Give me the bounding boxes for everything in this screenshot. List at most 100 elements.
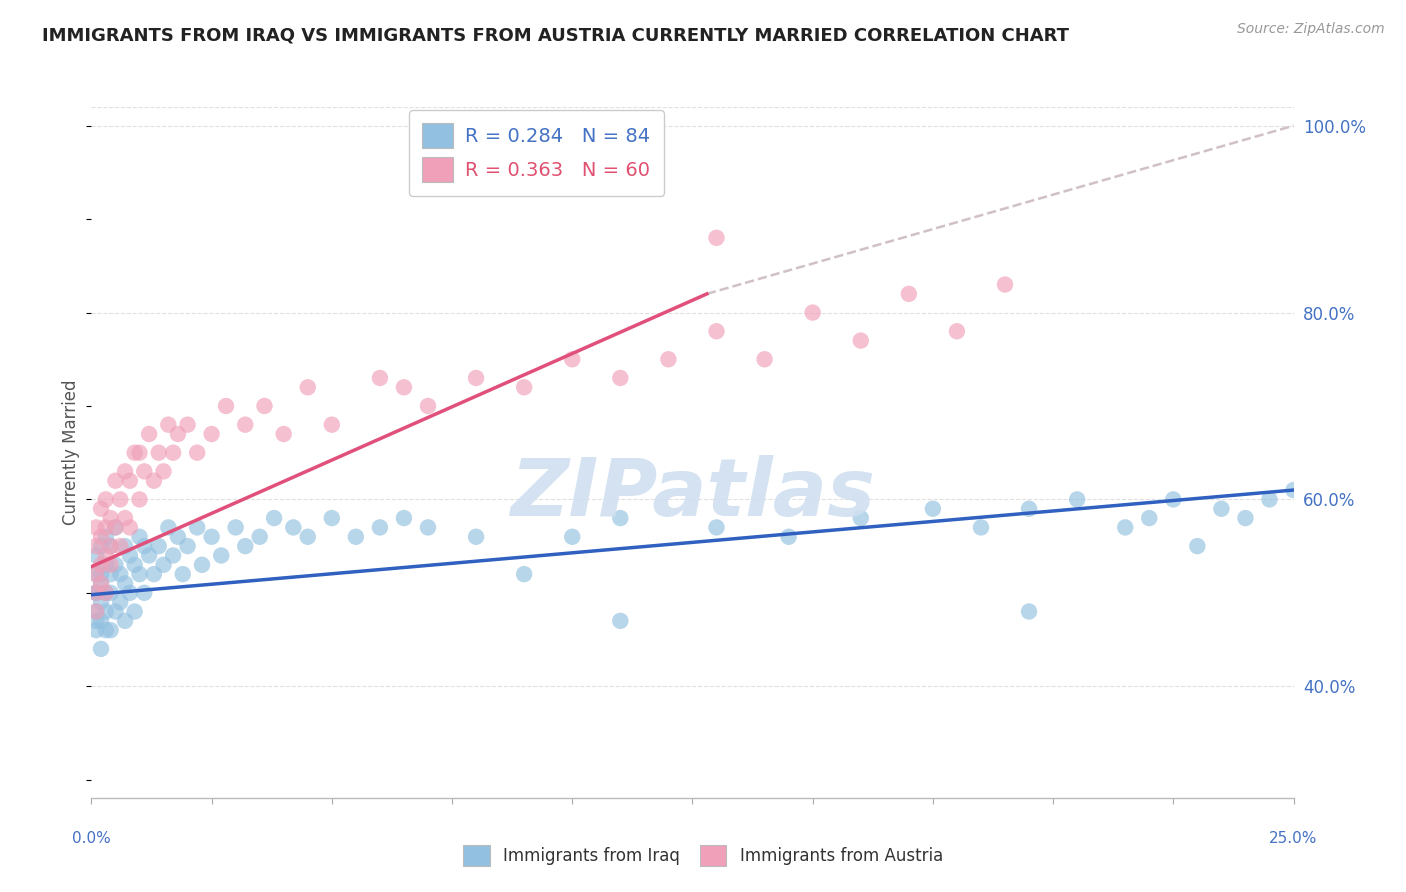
Point xyxy=(225,520,247,534)
Point xyxy=(142,567,165,582)
Point xyxy=(1161,492,1184,507)
Point xyxy=(392,511,415,525)
Point xyxy=(513,567,536,582)
Point xyxy=(297,380,319,394)
Point xyxy=(263,511,285,525)
Point xyxy=(118,520,141,534)
Point xyxy=(1258,492,1281,507)
Point xyxy=(344,530,367,544)
Point xyxy=(706,324,728,338)
Point xyxy=(1018,501,1040,516)
Point xyxy=(162,549,184,563)
Point xyxy=(172,567,194,582)
Point xyxy=(100,567,122,582)
Point xyxy=(186,445,208,460)
Point xyxy=(84,549,107,563)
Point xyxy=(94,605,117,619)
Point xyxy=(94,530,117,544)
Point xyxy=(609,511,631,525)
Point xyxy=(100,558,122,572)
Point xyxy=(138,427,160,442)
Point xyxy=(90,501,112,516)
Point xyxy=(84,623,107,637)
Point xyxy=(233,539,256,553)
Point xyxy=(167,530,190,544)
Point xyxy=(273,427,295,442)
Point xyxy=(465,530,488,544)
Point xyxy=(100,586,122,600)
Point xyxy=(128,530,150,544)
Point xyxy=(90,576,112,591)
Point xyxy=(84,586,107,600)
Point xyxy=(94,520,117,534)
Point xyxy=(84,520,107,534)
Point xyxy=(561,352,583,367)
Point xyxy=(94,586,117,600)
Point xyxy=(465,371,488,385)
Point xyxy=(104,474,127,488)
Point xyxy=(215,399,238,413)
Point xyxy=(114,539,136,553)
Point xyxy=(1018,605,1040,619)
Point xyxy=(233,417,256,432)
Point xyxy=(84,539,107,553)
Point xyxy=(754,352,776,367)
Point xyxy=(162,445,184,460)
Point xyxy=(114,511,136,525)
Point xyxy=(104,558,127,572)
Point xyxy=(253,399,276,413)
Point xyxy=(922,501,945,516)
Point xyxy=(1137,511,1160,525)
Point xyxy=(609,614,631,628)
Point xyxy=(201,427,224,442)
Point xyxy=(148,539,170,553)
Point xyxy=(124,445,146,460)
Point xyxy=(392,380,415,394)
Point xyxy=(1066,492,1088,507)
Point xyxy=(90,530,112,544)
Point xyxy=(1114,520,1136,534)
Legend: Immigrants from Iraq, Immigrants from Austria: Immigrants from Iraq, Immigrants from Au… xyxy=(457,838,949,873)
Point xyxy=(128,492,150,507)
Point xyxy=(561,530,583,544)
Point xyxy=(90,567,112,582)
Point xyxy=(84,614,107,628)
Point xyxy=(297,530,319,544)
Point xyxy=(114,464,136,478)
Legend: R = 0.284   N = 84, R = 0.363   N = 60: R = 0.284 N = 84, R = 0.363 N = 60 xyxy=(409,110,664,195)
Point xyxy=(706,520,728,534)
Point xyxy=(104,520,127,534)
Point xyxy=(90,576,112,591)
Point xyxy=(657,352,679,367)
Point xyxy=(201,530,224,544)
Point xyxy=(100,511,122,525)
Point xyxy=(100,539,122,553)
Point xyxy=(118,586,141,600)
Point xyxy=(90,558,112,572)
Point xyxy=(94,623,117,637)
Point xyxy=(1282,483,1305,497)
Text: IMMIGRANTS FROM IRAQ VS IMMIGRANTS FROM AUSTRIA CURRENTLY MARRIED CORRELATION CH: IMMIGRANTS FROM IRAQ VS IMMIGRANTS FROM … xyxy=(42,27,1069,45)
Point xyxy=(100,539,122,553)
Point xyxy=(1211,501,1233,516)
Point xyxy=(1306,501,1329,516)
Point xyxy=(84,586,107,600)
Point xyxy=(138,549,160,563)
Point xyxy=(94,558,117,572)
Point xyxy=(994,277,1017,292)
Point xyxy=(176,417,198,432)
Text: 0.0%: 0.0% xyxy=(72,831,111,847)
Point xyxy=(110,539,132,553)
Point xyxy=(94,549,117,563)
Y-axis label: Currently Married: Currently Married xyxy=(62,380,80,525)
Point xyxy=(94,586,117,600)
Point xyxy=(84,605,107,619)
Point xyxy=(110,595,132,609)
Point xyxy=(368,520,391,534)
Point xyxy=(176,539,198,553)
Point xyxy=(124,558,146,572)
Point xyxy=(84,586,107,600)
Point xyxy=(368,371,391,385)
Point xyxy=(609,371,631,385)
Point xyxy=(152,558,174,572)
